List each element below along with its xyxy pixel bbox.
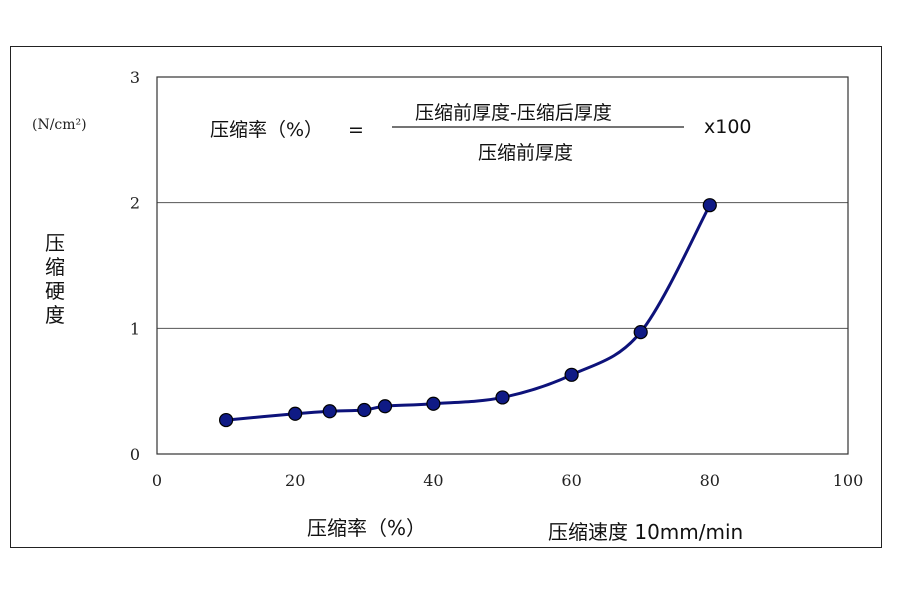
x-tick-labels: 0 20 40 60 80 100 bbox=[152, 471, 863, 490]
x-tick-label: 0 bbox=[152, 471, 162, 490]
formula-multiplier: x100 bbox=[704, 116, 752, 138]
y-axis-label-char: 度 bbox=[45, 303, 65, 327]
formula-denominator: 压缩前厚度 bbox=[478, 142, 573, 164]
data-points bbox=[219, 198, 717, 428]
data-point bbox=[357, 402, 372, 418]
plot-area bbox=[156, 76, 849, 455]
data-point bbox=[564, 367, 579, 382]
x-tick-label: 40 bbox=[423, 471, 443, 490]
formula-equals: = bbox=[348, 119, 364, 141]
x-tick-label: 20 bbox=[285, 471, 305, 490]
x-tick-label: 80 bbox=[700, 471, 720, 490]
y-tick-label: 2 bbox=[130, 194, 140, 213]
data-point bbox=[322, 404, 337, 419]
y-axis-label-char: 压 bbox=[45, 231, 65, 255]
data-point bbox=[426, 396, 441, 411]
grid-lines bbox=[157, 202, 848, 329]
speed-note: 压缩速度 10mm/min bbox=[548, 520, 743, 544]
x-tick-label: 60 bbox=[561, 471, 581, 490]
x-axis-label: 压缩率（%） bbox=[307, 516, 426, 540]
y-tick-label: 1 bbox=[130, 319, 140, 338]
y-unit-label: (N/cm²) bbox=[32, 117, 87, 133]
y-tick-labels: 0 1 2 3 bbox=[130, 68, 140, 464]
chart-frame bbox=[10, 46, 882, 548]
data-point bbox=[495, 390, 510, 405]
data-point bbox=[288, 406, 303, 421]
y-axis-label-char: 硬 bbox=[45, 279, 65, 303]
data-point bbox=[702, 198, 717, 213]
data-point bbox=[377, 399, 393, 414]
formula-numerator: 压缩前厚度-压缩后厚度 bbox=[415, 102, 612, 124]
x-tick-label: 100 bbox=[833, 471, 864, 490]
y-tick-label: 3 bbox=[130, 68, 140, 87]
series-line bbox=[225, 204, 712, 422]
formula-lhs: 压缩率（%） bbox=[210, 119, 323, 141]
data-point bbox=[219, 412, 234, 428]
y-tick-label: 0 bbox=[130, 445, 140, 464]
data-point bbox=[633, 325, 648, 340]
y-axis-label-char: 缩 bbox=[45, 255, 65, 279]
